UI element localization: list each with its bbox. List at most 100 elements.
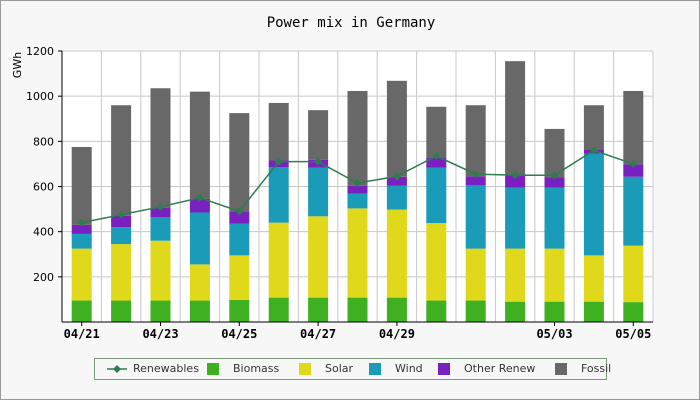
bar-fossil [426,106,447,158]
renewables-point [77,218,86,227]
solar-swatch [299,363,311,375]
bar-biomass [544,301,565,322]
bar-biomass [189,300,210,322]
bar-solar [71,248,92,301]
bar-biomass [465,300,486,322]
bar-fossil [505,61,526,176]
chart-title: Power mix in Germany [266,15,436,31]
bar-biomass [150,300,171,322]
bar-fossil [71,146,92,225]
bar-wind [505,187,526,249]
bar-wind [623,176,644,246]
y-ticks: 200 400 600 800 1000 1200 [26,45,62,284]
bar-solar [465,248,486,301]
bar-other-renew [71,224,92,234]
renewables-point [589,146,598,155]
bar-biomass [268,297,289,322]
bar-solar [347,208,368,298]
y-tick-label: 1200 [26,45,54,58]
legend-label: Other Renew [464,362,536,375]
bar-other-renew [229,211,250,224]
bar-wind [150,216,171,241]
legend-label: Fossil [581,362,612,375]
bar-solar [505,248,526,302]
bar-solar [111,244,132,301]
bar-other-renew [189,198,210,213]
legend: Renewables Biomass Solar Wind Other Rene… [94,358,611,380]
renewables-line [77,146,638,227]
renewables-line-swatch [107,365,127,373]
wind-swatch [369,363,381,375]
bar-solar [229,255,250,300]
y-axis-label: GWh [11,52,24,78]
biomass-swatch [207,363,219,375]
bar-fossil [229,113,250,212]
y-tick-label: 600 [33,181,54,194]
bar-solar [189,264,210,301]
bar-wind [189,212,210,265]
bar-fossil [347,90,368,186]
bar-fossil [386,80,407,177]
bar-other-renew [347,185,368,194]
bar-solar [623,245,644,303]
bar-biomass [623,302,644,322]
fossil-swatch [555,363,567,375]
x-ticks: 04/21 04/23 04/25 04/27 04/29 05/03 05/05 [64,322,651,341]
bar-fossil [308,110,329,160]
renewables-point [471,170,480,179]
renewables-point [117,210,126,219]
bar-wind [268,167,289,223]
bar-other-renew [505,175,526,188]
renewables-point [314,157,323,166]
bar-wind [583,153,604,256]
y-tick-label: 1000 [26,90,54,103]
bar-fossil [583,105,604,150]
bar-other-renew [544,177,565,188]
bar-wind [111,227,132,245]
bar-other-renew [150,207,171,217]
renewables-point [274,157,283,166]
renewables-point [195,193,204,202]
renewables-point [511,171,520,180]
bar-biomass [426,300,447,322]
bar-biomass [583,301,604,322]
bar-biomass [308,297,329,322]
legend-label: Renewables [133,362,199,375]
bar-solar [583,255,604,302]
bar-wind [426,167,447,224]
bar-solar [268,222,289,298]
bar-wind [465,185,486,249]
bar-other-renew [386,176,407,186]
bar-fossil [268,102,289,161]
bar-biomass [229,299,250,322]
bar-wind [347,193,368,209]
x-tick-label: 04/23 [142,327,178,341]
x-tick-label: 04/21 [64,327,100,341]
renewables-point [629,159,638,168]
bar-other-renew [623,164,644,177]
renewables-point [353,179,362,188]
renewables-point [392,172,401,181]
bar-wind [544,187,565,249]
bar-solar [150,240,171,301]
bar-other-renew [111,215,132,228]
bar-fossil [465,105,486,177]
x-tick-label: 04/25 [221,327,257,341]
renewables-point [432,152,441,161]
y-tick-label: 200 [33,271,54,284]
bar-wind [229,223,250,256]
legend-label: Wind [395,362,423,375]
bar-biomass [111,300,132,322]
bar-fossil [544,128,565,178]
bar-solar [308,216,329,298]
bar-biomass [505,301,526,322]
x-tick-label: 05/03 [536,327,572,341]
bar-other-renew [465,176,486,186]
y-tick-label: 400 [33,226,54,239]
bar-solar [544,248,565,302]
bar-fossil [111,105,132,216]
other-renew-swatch [438,363,450,375]
legend-label: Solar [325,362,354,375]
